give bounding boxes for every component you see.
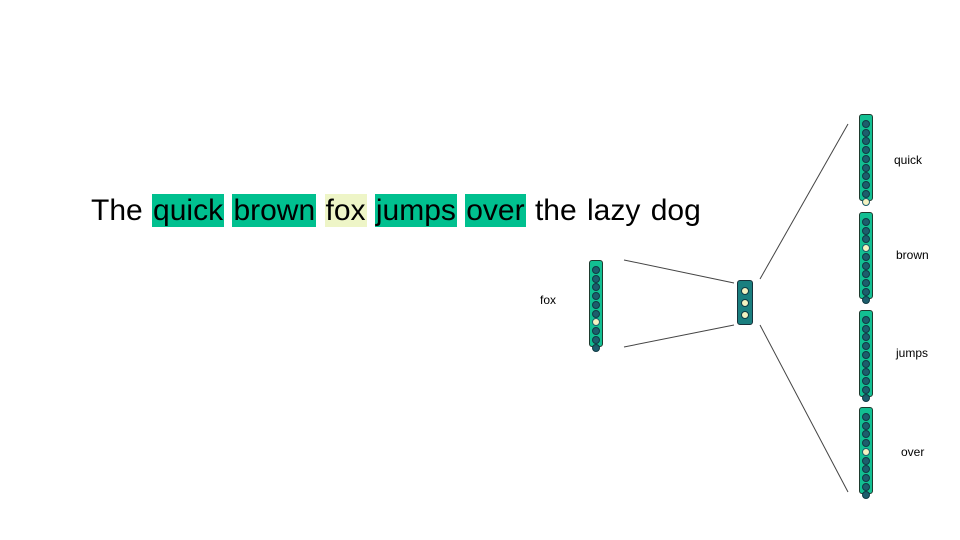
output-vector-jumps-cell-6 <box>862 368 870 377</box>
input-vector-cell-3 <box>592 292 600 301</box>
output-vector-quick-cell-5 <box>862 163 870 172</box>
output-vector-jumps-cell-4 <box>862 350 870 359</box>
word-the: The <box>91 194 143 227</box>
output-vector-jumps-cell-7 <box>862 376 870 385</box>
input-label: fox <box>540 293 557 307</box>
output-vector-jumps-cell-8 <box>862 385 870 394</box>
hidden-vector-cell-0 <box>741 287 749 295</box>
output-vector-jumps-cell-9 <box>862 394 870 403</box>
output-vector-brown-cell-3 <box>862 244 870 253</box>
output-label-quick: quick <box>894 153 923 167</box>
word-brown: brown <box>232 194 317 227</box>
output-vector-quick <box>859 114 873 207</box>
output-vector-quick-cell-7 <box>862 180 870 189</box>
word-fox: fox <box>324 194 367 227</box>
output-vector-quick-cell-8 <box>862 189 870 198</box>
hidden-vector-cell-2 <box>741 311 749 319</box>
output-vector-over-cell-4 <box>862 447 870 456</box>
output-vector-brown-cell-4 <box>862 252 870 261</box>
input-vector-cell-1 <box>592 274 600 283</box>
output-vector-brown-cell-7 <box>862 278 870 287</box>
output-vector-over-cell-7 <box>862 473 870 482</box>
word-quick: quick <box>152 194 225 227</box>
input-vector-cell-4 <box>592 300 600 309</box>
output-vector-jumps-cell-1 <box>862 324 870 333</box>
output-vector-over <box>859 407 873 500</box>
input-vector <box>589 260 603 353</box>
output-vector-quick-cell-1 <box>862 128 870 137</box>
input-vector-cell-5 <box>592 309 600 318</box>
input-vector-cell-0 <box>592 266 600 274</box>
output-vector-over-cell-6 <box>862 465 870 474</box>
output-vector-over-cell-2 <box>862 430 870 439</box>
input-vector-cell-7 <box>592 326 600 335</box>
output-vector-quick-cell-4 <box>862 154 870 163</box>
input-vector-cell-2 <box>592 283 600 292</box>
output-vector-jumps-cell-3 <box>862 342 870 351</box>
output-vector-jumps-cell-2 <box>862 333 870 342</box>
output-vector-jumps-cell-0 <box>862 316 870 324</box>
output-label-over: over <box>901 445 925 459</box>
output-vector-quick-cell-0 <box>862 120 870 128</box>
output-vector-over-cell-0 <box>862 413 870 421</box>
word-jumps: jumps <box>374 194 457 227</box>
output-vector-jumps <box>859 310 873 403</box>
word-the-2: the <box>534 194 577 227</box>
line-input-to-hidden-top <box>623 259 735 284</box>
hidden-vector <box>737 280 753 325</box>
output-vector-brown-cell-1 <box>862 226 870 235</box>
output-vector-brown-cell-2 <box>862 235 870 244</box>
output-vector-over-cell-9 <box>862 491 870 500</box>
output-vector-quick-cell-2 <box>862 137 870 146</box>
sentence: The quick brown fox jumps over the lazy … <box>90 190 702 232</box>
input-vector-cell-6 <box>592 318 600 327</box>
output-label-brown: brown <box>896 248 929 262</box>
line-hidden-to-output-top <box>759 123 849 280</box>
input-vector-cell-8 <box>592 335 600 344</box>
output-vector-over-cell-5 <box>862 456 870 465</box>
output-vector-brown-cell-0 <box>862 218 870 226</box>
output-vector-over-cell-1 <box>862 421 870 430</box>
output-vector-over-cell-3 <box>862 439 870 448</box>
word-over: over <box>465 194 526 227</box>
word-dog: dog <box>650 194 701 227</box>
output-vector-quick-cell-3 <box>862 146 870 155</box>
output-vector-quick-cell-6 <box>862 172 870 181</box>
output-vector-brown-cell-5 <box>862 261 870 270</box>
output-vector-jumps-cell-5 <box>862 359 870 368</box>
line-input-to-hidden-bottom <box>623 324 735 348</box>
line-hidden-to-output-bottom <box>759 324 849 493</box>
output-vector-brown-cell-9 <box>862 296 870 305</box>
output-vector-over-cell-8 <box>862 482 870 491</box>
input-vector-cell-9 <box>592 344 600 353</box>
output-vector-quick-cell-9 <box>862 198 870 207</box>
output-label-jumps: jumps <box>896 346 929 360</box>
hidden-vector-cell-1 <box>741 299 749 307</box>
output-vector-brown-cell-8 <box>862 287 870 296</box>
output-vector-brown <box>859 212 873 305</box>
output-vector-brown-cell-6 <box>862 270 870 279</box>
word-lazy: lazy <box>587 194 641 227</box>
